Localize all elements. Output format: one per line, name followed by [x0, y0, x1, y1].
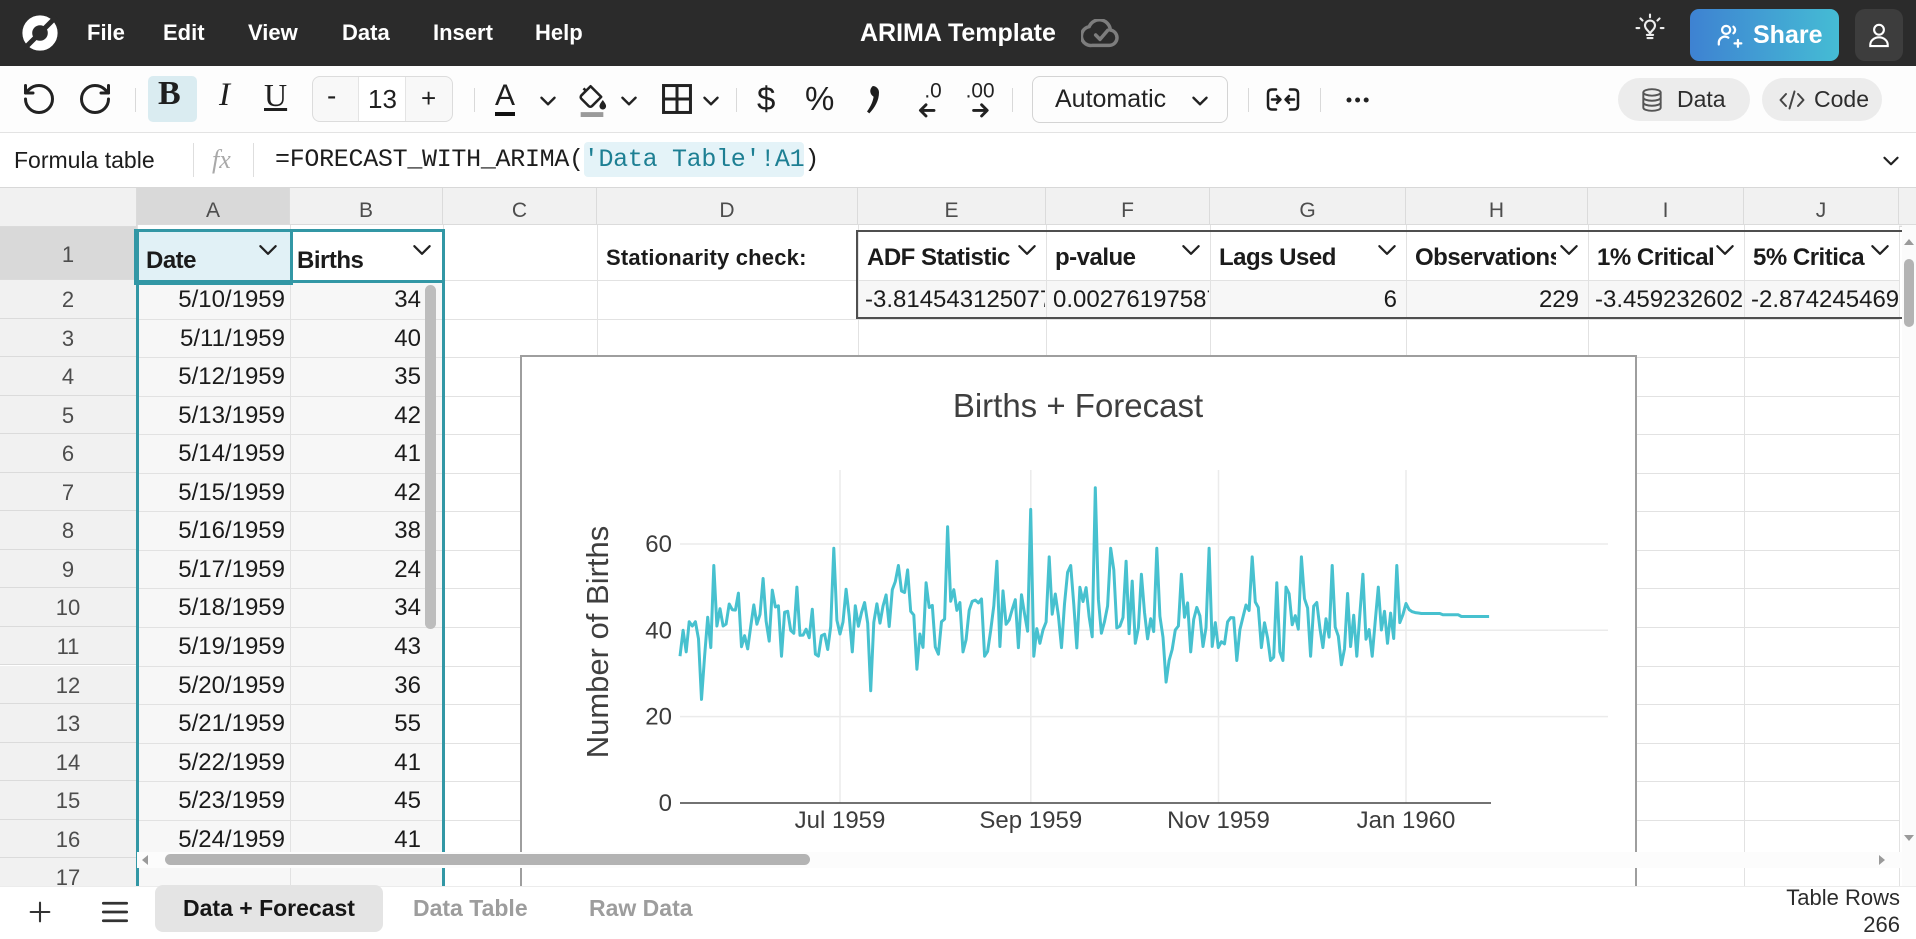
svg-text:60: 60	[645, 531, 672, 558]
svg-text:Jan 1960: Jan 1960	[1357, 807, 1456, 834]
svg-text:0: 0	[659, 790, 672, 817]
svg-text:Sep 1959: Sep 1959	[979, 807, 1082, 834]
svg-text:.00: .00	[966, 80, 995, 103]
svg-text:Number of Births: Number of Births	[580, 526, 615, 759]
svg-text:Nov 1959: Nov 1959	[1167, 807, 1270, 834]
svg-text:.0: .0	[924, 80, 941, 103]
svg-text:40: 40	[645, 617, 672, 644]
svg-text:20: 20	[645, 704, 672, 731]
svg-text:Births + Forecast: Births + Forecast	[953, 387, 1203, 424]
svg-text:Jul 1959: Jul 1959	[795, 807, 886, 834]
